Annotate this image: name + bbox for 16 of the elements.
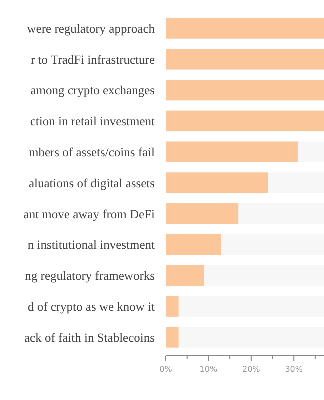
y-tick-label: r to TradFi infrastructure xyxy=(31,52,156,67)
y-tick-label: mbers of assets/coins fail xyxy=(28,145,156,160)
x-tick-label: 10% xyxy=(200,365,218,374)
bar xyxy=(166,265,204,286)
y-tick-label: were regulatory approach xyxy=(27,22,156,36)
y-tick-label: d of crypto as we know it xyxy=(28,300,156,314)
x-tick-label: 30% xyxy=(285,365,304,374)
y-tick-label: n institutional investment xyxy=(28,238,156,252)
y-tick-label: aluations of digital assets xyxy=(28,176,156,190)
y-tick-label: among crypto exchanges xyxy=(30,84,156,98)
y-tick-label: ction in retail investment xyxy=(30,114,156,129)
y-tick-label: ng regulatory frameworks xyxy=(25,269,156,284)
x-tick-label: 20% xyxy=(242,365,261,374)
x-tick-label: 0% xyxy=(160,365,173,374)
y-tick-label: ant move away from DeFi xyxy=(24,207,156,222)
y-tick-label: ack of faith in Stablecoins xyxy=(24,330,156,345)
